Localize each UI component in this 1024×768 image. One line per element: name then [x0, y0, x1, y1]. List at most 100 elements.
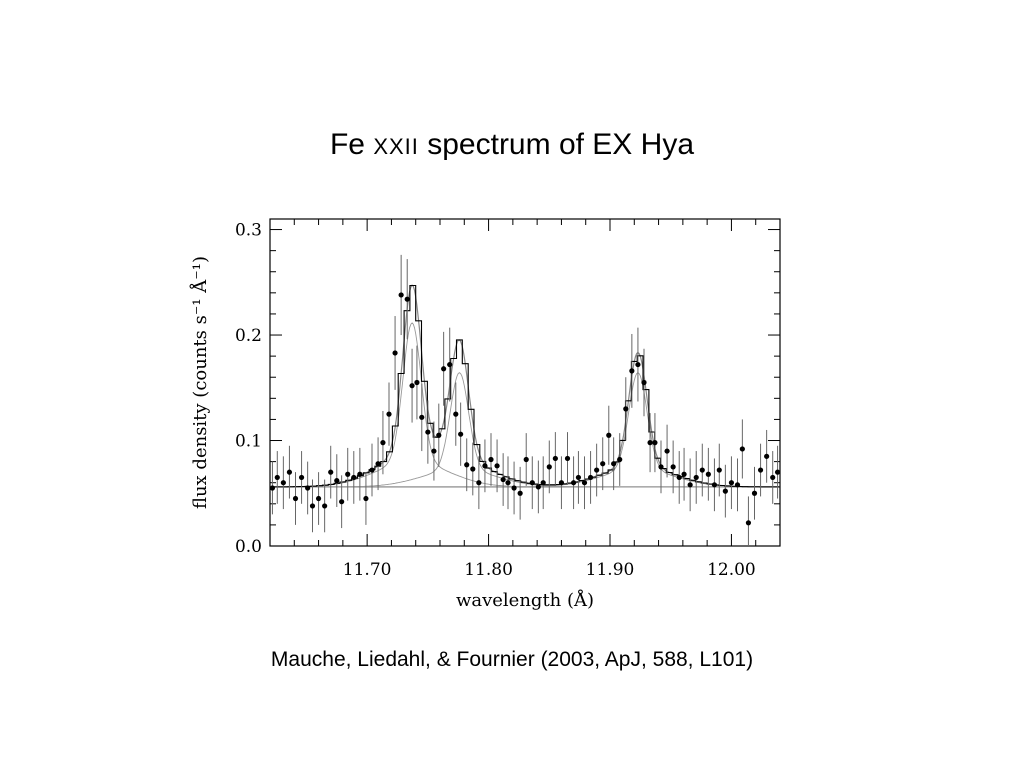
data-point [392, 350, 398, 356]
data-point [500, 476, 506, 483]
plot-frame [269, 218, 781, 547]
data-point [488, 456, 494, 463]
data-point [716, 467, 722, 473]
data-point [322, 503, 328, 509]
data-point [269, 485, 276, 491]
data-point [658, 464, 664, 470]
data-point [770, 474, 776, 481]
x-axis-label: wavelength (Å) [456, 589, 594, 611]
data-point [705, 471, 711, 477]
data-point [745, 520, 752, 526]
data-point [575, 474, 582, 481]
data-point [635, 361, 641, 368]
data-point [494, 463, 500, 469]
data-point [409, 383, 415, 389]
x-tick-label: 11.70 [343, 560, 392, 580]
data-point [751, 490, 758, 496]
data-point [676, 474, 682, 481]
data-point [529, 480, 535, 486]
data-point [617, 456, 623, 463]
data-point [334, 478, 340, 484]
data-point [764, 453, 770, 459]
line-marker-label: 22 [626, 0, 650, 5]
data-point [351, 474, 357, 481]
data-point [647, 440, 653, 446]
data-point [309, 503, 316, 509]
title-ion: XXII [373, 134, 419, 159]
line-marker-label: 23 [400, 0, 424, 5]
data-point [594, 467, 600, 473]
x-tick-label: 11.90 [586, 560, 635, 580]
data-point [517, 490, 523, 496]
data-point [441, 366, 447, 372]
data-point [670, 464, 676, 470]
data-point [431, 448, 437, 454]
data-point [292, 495, 299, 502]
data-point [419, 414, 425, 420]
data-point [315, 495, 322, 502]
data-point [540, 480, 546, 486]
data-point [600, 461, 606, 467]
data-point [629, 368, 635, 374]
citation: Mauche, Liedahl, & Fournier (2003, ApJ, … [270, 648, 754, 671]
data-point [552, 455, 558, 462]
data-point [280, 480, 286, 486]
data-point [453, 411, 459, 417]
y-tick-label: 0.2 [235, 326, 262, 346]
data-point [535, 484, 541, 490]
slide-title: Fe XXII spectrum of EX Hya [0, 128, 1024, 162]
data-point [523, 456, 529, 463]
data-point [687, 482, 693, 488]
data-point [286, 469, 293, 475]
data-point [587, 474, 594, 481]
data-point [641, 379, 647, 386]
data-point [404, 296, 410, 302]
data-point [363, 495, 369, 502]
y-tick-label: 0.3 [235, 221, 262, 241]
data-point [558, 480, 565, 486]
model-component-curve [270, 322, 780, 488]
data-point [305, 485, 311, 491]
data-point [414, 379, 420, 386]
data-point [458, 431, 464, 437]
x-tick-label: 12.00 [707, 560, 756, 580]
data-point [606, 432, 612, 438]
data-point [298, 474, 305, 481]
data-point [482, 463, 488, 469]
data-point [328, 469, 334, 475]
data-point [464, 462, 470, 468]
data-point [398, 292, 404, 298]
data-point [546, 464, 552, 470]
model-envelope-curve [270, 284, 780, 488]
data-point [681, 471, 687, 477]
data-point [693, 474, 699, 481]
data-point [652, 440, 658, 446]
data-point [369, 467, 375, 473]
data-point [476, 480, 482, 486]
data-point [739, 446, 745, 452]
data-point [345, 471, 351, 477]
title-prefix: Fe [329, 128, 374, 161]
title-suffix: spectrum of EX Hya [418, 128, 695, 161]
data-point [386, 411, 392, 417]
line-marker-label: 22 [447, 0, 471, 5]
data-point [470, 466, 476, 472]
y-tick-label: 0.1 [235, 432, 262, 452]
data-point [757, 467, 764, 473]
data-point [711, 482, 718, 488]
x-tick-label: 11.80 [464, 560, 513, 580]
data-point [436, 432, 442, 438]
data-point [581, 480, 588, 486]
data-point [375, 461, 381, 467]
data-point [564, 455, 571, 462]
data-point [511, 485, 517, 491]
data-point [623, 406, 629, 412]
data-point [774, 469, 781, 475]
model-histogram [270, 284, 780, 488]
data-point [339, 499, 345, 505]
y-axis-label: flux density (counts s⁻¹ Å⁻¹) [189, 256, 211, 509]
y-tick-label: 0.0 [235, 537, 262, 557]
data-point [380, 440, 386, 446]
data-point [357, 471, 363, 477]
